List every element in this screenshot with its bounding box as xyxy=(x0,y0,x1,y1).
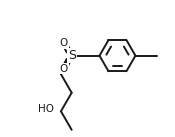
Text: O: O xyxy=(60,64,68,73)
Text: S: S xyxy=(68,49,76,62)
Text: O: O xyxy=(60,38,68,48)
Text: HO: HO xyxy=(38,104,54,114)
